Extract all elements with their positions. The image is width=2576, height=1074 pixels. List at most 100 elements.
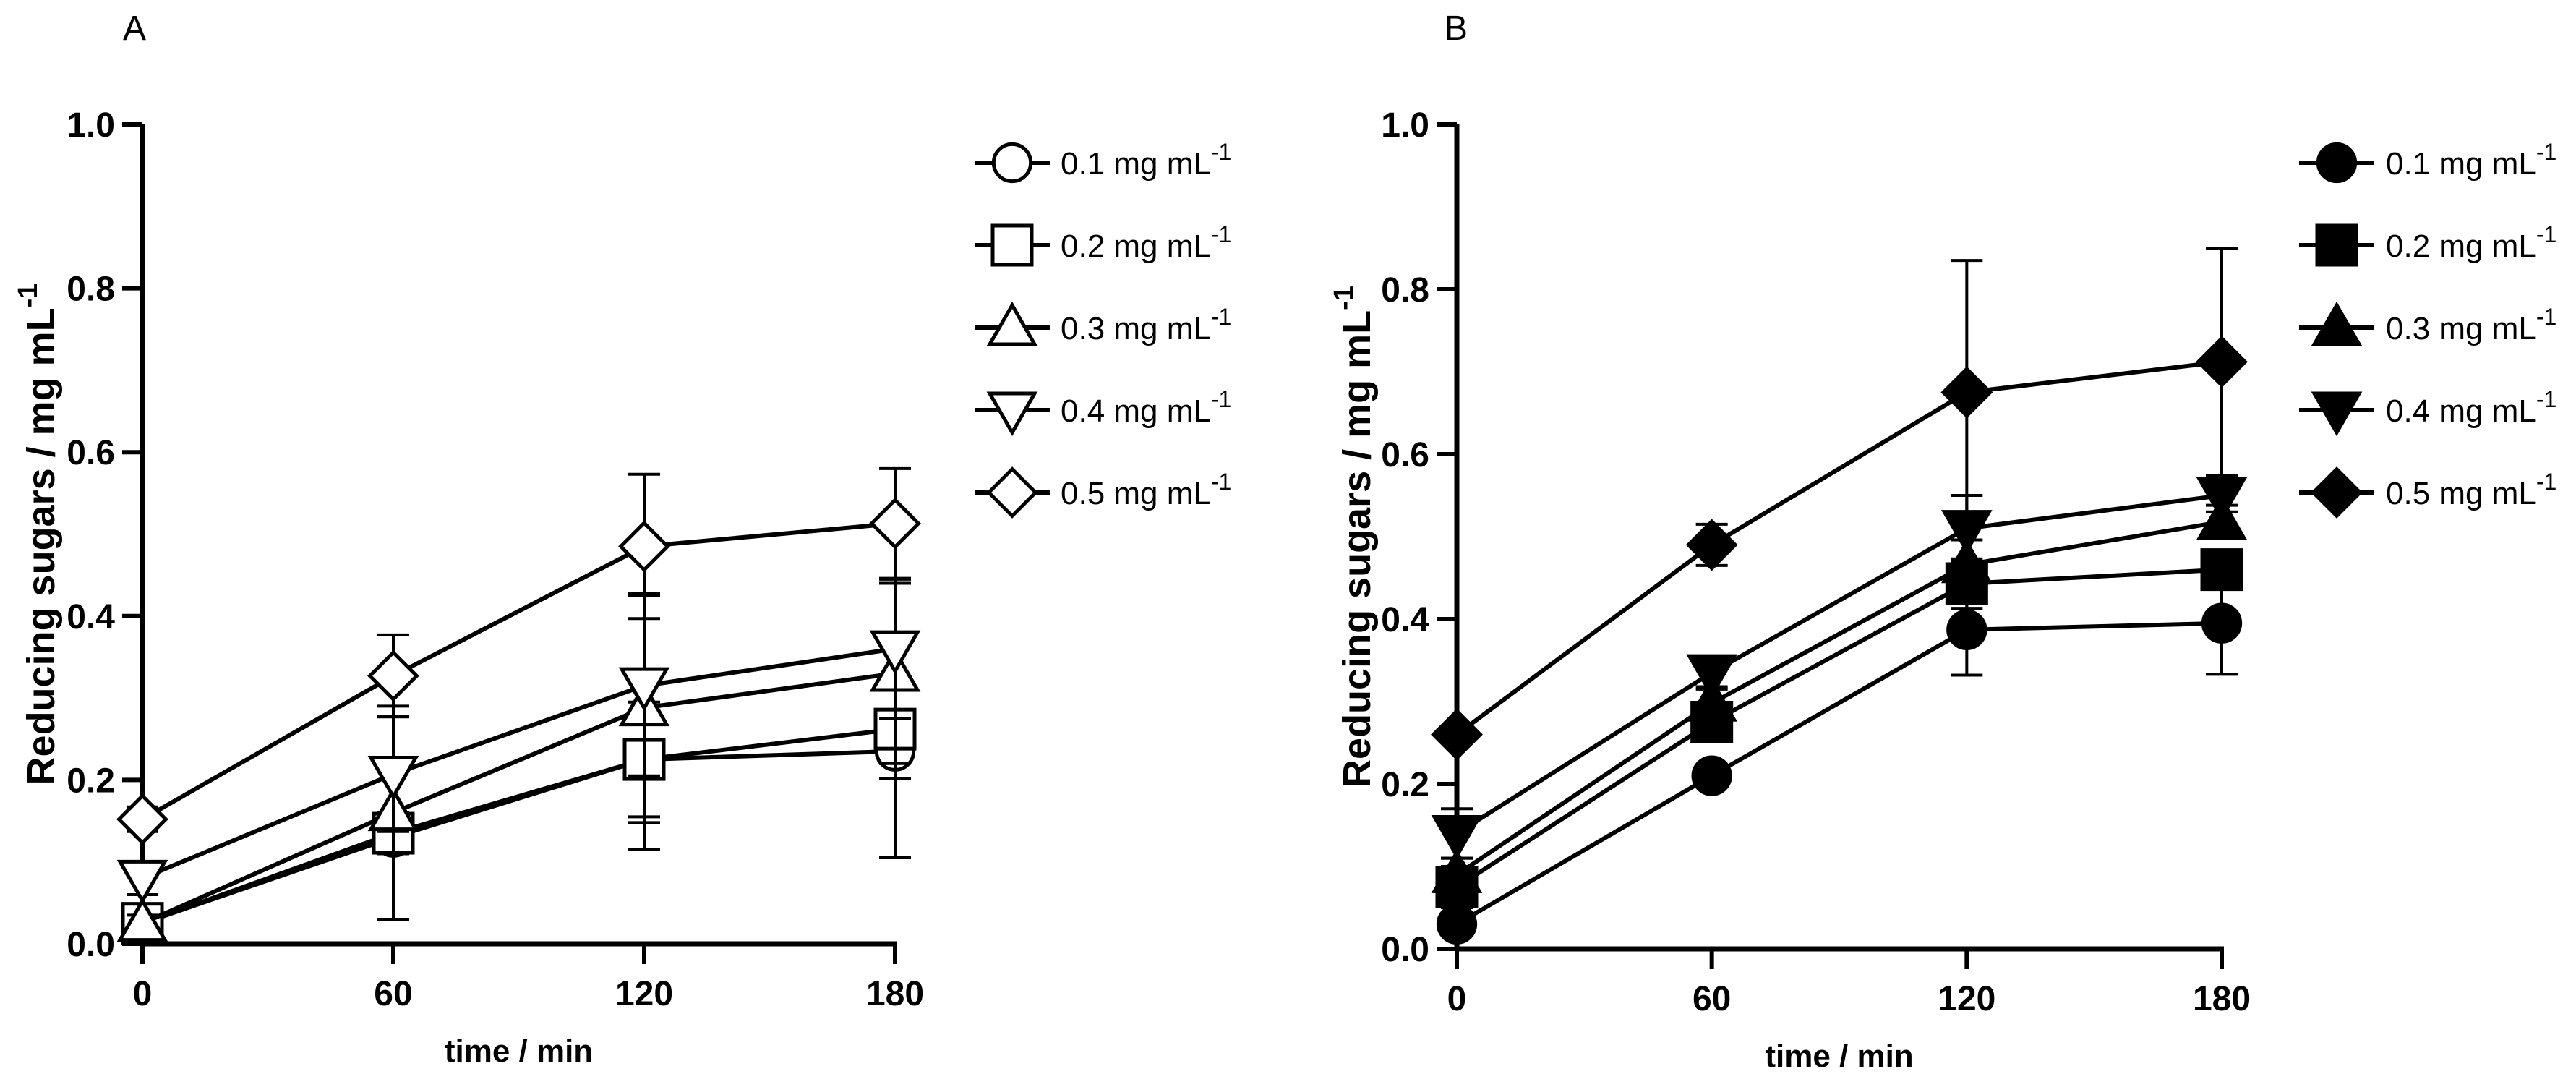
legend-label: 0.2 mg mL-1: [2386, 221, 2556, 264]
legend-item: 0.2 mg mL-1: [975, 221, 1231, 267]
series-2: [1435, 548, 2243, 909]
y-tick-label: 1.0: [1381, 106, 1429, 145]
y-tick-label: 0.2: [1381, 766, 1429, 804]
data-point: [869, 630, 921, 675]
legend-marker: [986, 466, 1038, 519]
legend-label-superscript: -1: [1211, 139, 1231, 165]
y-tick-label: 0.8: [67, 270, 115, 309]
legend-label: 0.5 mg mL-1: [1061, 469, 1231, 511]
x-axis-label: time / min: [445, 1033, 593, 1069]
legend-label: 0.1 mg mL-1: [1061, 139, 1231, 182]
chart-panel-a: A 0.0 0.2 0.4 0.6 0.8 1.0 0 60 120 180 time / min Re…: [13, 9, 1231, 1069]
legend-label-superscript: -1: [2536, 469, 2556, 495]
series-5: [116, 466, 921, 845]
x-tick-label: 60: [374, 975, 412, 1013]
legend-label-main: 0.1 mg mL: [2386, 146, 2536, 182]
data-point: [869, 497, 921, 550]
data-point: [2196, 336, 2248, 388]
y-axis-label-superscript: -1: [1329, 286, 1359, 310]
y-tick-label: 0.6: [67, 434, 115, 472]
legend-marker: [986, 391, 1038, 437]
series-4: [116, 577, 921, 905]
series-line: [141, 727, 896, 926]
data-point: [1431, 848, 1483, 893]
legend-item: 0.3 mg mL-1: [2299, 301, 2556, 346]
data-point: [367, 756, 419, 801]
series-line: [1455, 519, 2222, 877]
legend: 0.1 mg mL-10.2 mg mL-10.3 mg mL-10.4 mg …: [2299, 139, 2556, 519]
series-line: [1455, 621, 2222, 926]
legend-marker: [2311, 466, 2363, 519]
legend-label-superscript: -1: [2536, 221, 2556, 247]
legend-marker: [2316, 142, 2358, 184]
legend-label-main: 0.4 mg mL: [2386, 393, 2536, 429]
series-line: [1455, 359, 2222, 737]
series-line: [1455, 493, 2222, 835]
x-tick-label: 60: [1693, 980, 1731, 1018]
data-point: [367, 649, 419, 702]
data-point: [618, 667, 670, 712]
data-point: [618, 520, 670, 573]
data-point: [1436, 903, 1478, 945]
legend-item: 0.2 mg mL-1: [2299, 221, 2556, 267]
legend-label-main: 0.4 mg mL: [1061, 393, 1211, 429]
y-axis-label-main: Reducing sugars / mg mL: [20, 307, 63, 785]
legend-label-superscript: -1: [1211, 469, 1231, 495]
legend-label: 0.4 mg mL-1: [1061, 386, 1231, 429]
legend-item: 0.1 mg mL-1: [975, 139, 1231, 184]
x-tick-label: 180: [2193, 980, 2251, 1018]
data-point: [1940, 366, 1993, 419]
legend-marker: [986, 301, 1038, 346]
y-tick-label: 0.0: [1381, 931, 1429, 969]
series-2: [121, 678, 917, 945]
legend-label-superscript: -1: [1211, 221, 1231, 247]
data-point: [1686, 677, 1738, 722]
legend-marker: [2311, 391, 2363, 437]
legend-label-main: 0.2 mg mL: [2386, 229, 2536, 264]
legend-label: 0.5 mg mL-1: [2386, 469, 2556, 511]
y-tick-label: 0.4: [1381, 601, 1429, 639]
data-point: [2201, 602, 2243, 644]
y-tick-label: 0.6: [1381, 436, 1429, 474]
series-line: [141, 647, 896, 881]
y-axis-label: Reducing sugars / mg mL-1: [13, 284, 63, 785]
x-tick-label: 0: [133, 975, 153, 1013]
series-4: [1431, 477, 2248, 860]
legend-label: 0.4 mg mL-1: [2386, 386, 2556, 429]
legend-item: 0.3 mg mL-1: [975, 301, 1231, 346]
legend-item: 0.4 mg mL-1: [2299, 386, 2556, 437]
data-point: [116, 897, 168, 942]
legend-item: 0.4 mg mL-1: [975, 386, 1231, 437]
legend-label-superscript: -1: [2536, 386, 2556, 412]
legend-label-superscript: -1: [1211, 386, 1231, 412]
y-axis-label-superscript: -1: [13, 284, 43, 308]
series-5: [1431, 247, 2248, 761]
y-tick-label: 0.0: [67, 926, 115, 964]
x-tick-label: 120: [1938, 980, 1995, 1018]
x-tick-label: 0: [1447, 980, 1467, 1018]
series-1: [1436, 571, 2243, 945]
y-tick-label: 0.8: [1381, 271, 1429, 310]
legend-label: 0.2 mg mL-1: [1061, 221, 1231, 264]
legend-label: 0.3 mg mL-1: [1061, 304, 1231, 346]
legend-label-main: 0.3 mg mL: [1061, 311, 1211, 346]
data-point: [116, 859, 168, 905]
legend-item: 0.1 mg mL-1: [2299, 139, 2556, 184]
y-tick-label: 0.4: [67, 598, 115, 636]
legend-marker: [2311, 301, 2363, 346]
x-tick-label: 120: [615, 975, 673, 1013]
legend: 0.1 mg mL-10.2 mg mL-10.3 mg mL-10.4 mg …: [975, 139, 1231, 519]
data-point: [1431, 814, 1483, 860]
legend-label-main: 0.3 mg mL: [2386, 311, 2536, 346]
y-tick-label: 0.2: [67, 762, 115, 800]
data-point: [1685, 519, 1738, 571]
legend-label: 0.3 mg mL-1: [2386, 304, 2556, 346]
panel-label: B: [1445, 9, 1468, 48]
series-3: [1431, 495, 2248, 893]
panel-label: A: [123, 9, 146, 48]
legend-label-main: 0.2 mg mL: [1061, 229, 1211, 264]
legend-label-superscript: -1: [1211, 304, 1231, 330]
data-point: [116, 793, 168, 845]
legend-marker: [991, 142, 1033, 184]
